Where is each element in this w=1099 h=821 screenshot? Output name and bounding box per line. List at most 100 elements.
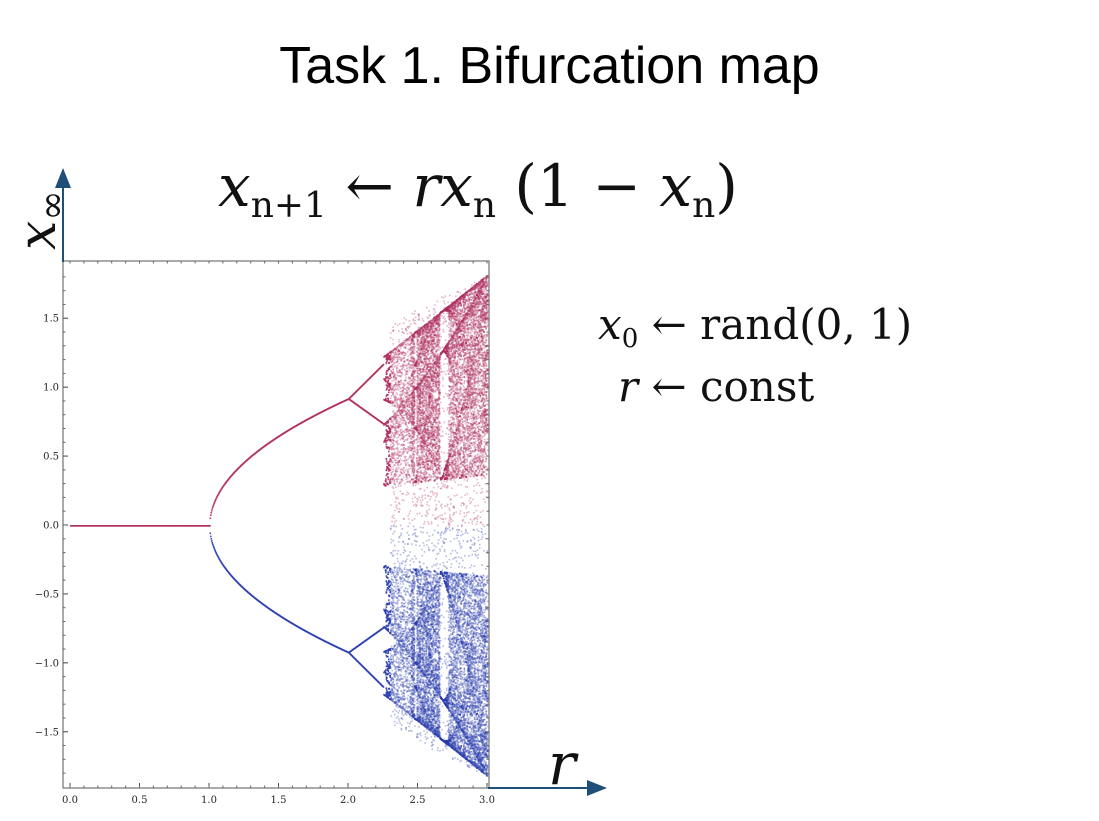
attractor-point xyxy=(402,570,404,572)
attractor-point xyxy=(399,481,401,483)
attractor-point xyxy=(388,692,390,694)
attractor-point xyxy=(414,439,416,441)
attractor-point xyxy=(390,469,392,471)
attractor-point xyxy=(389,589,391,591)
attractor-point xyxy=(385,569,387,571)
attractor-point xyxy=(392,663,394,665)
attractor-point xyxy=(394,616,396,618)
attractor-point xyxy=(397,388,399,390)
attractor-point xyxy=(391,670,393,672)
attractor-point xyxy=(388,571,390,573)
attractor-point xyxy=(389,383,391,385)
attractor-point xyxy=(397,603,399,605)
attractor-point xyxy=(414,635,416,637)
attractor-point xyxy=(405,342,407,344)
attractor-point xyxy=(414,618,416,620)
attractor-point xyxy=(393,592,395,594)
attractor-point xyxy=(412,458,414,460)
attractor-point xyxy=(388,652,390,654)
attractor-point xyxy=(414,610,416,612)
attractor-point xyxy=(407,462,409,464)
attractor-point xyxy=(398,436,400,438)
attractor-point xyxy=(413,376,415,378)
attractor-point xyxy=(401,429,403,431)
attractor-point xyxy=(210,536,212,538)
attractor-point xyxy=(393,403,395,405)
attractor-point xyxy=(413,709,415,711)
attractor-point xyxy=(407,392,409,394)
attractor-point xyxy=(400,388,402,390)
attractor-point xyxy=(400,624,402,626)
attractor-point xyxy=(388,659,390,661)
attractor-point xyxy=(414,383,416,385)
attractor-point xyxy=(400,483,402,485)
attractor-point xyxy=(414,656,416,658)
attractor-point xyxy=(396,412,398,414)
attractor-point xyxy=(400,671,402,673)
attractor-point xyxy=(400,704,402,706)
attractor-point xyxy=(409,344,411,346)
attractor-point xyxy=(388,673,390,675)
attractor-point xyxy=(387,370,389,372)
attractor-point xyxy=(399,421,401,423)
attractor-point xyxy=(397,440,399,442)
attractor-point xyxy=(398,607,400,609)
attractor-point xyxy=(394,484,396,486)
attractor-point xyxy=(411,623,413,625)
attractor-point xyxy=(386,360,388,362)
attractor-point xyxy=(399,666,401,668)
attractor-point xyxy=(393,389,395,391)
attractor-point xyxy=(397,356,399,358)
attractor-point xyxy=(409,586,411,588)
attractor-point xyxy=(394,571,396,573)
attractor-point xyxy=(396,576,398,578)
attractor-point xyxy=(211,538,213,540)
attractor-point xyxy=(397,692,399,694)
attractor-point xyxy=(414,394,416,396)
attractor-point xyxy=(388,359,390,361)
attractor-point xyxy=(392,421,394,423)
attractor-point xyxy=(388,436,390,438)
attractor-point xyxy=(398,443,400,445)
attractor-point xyxy=(386,589,388,591)
attractor-point xyxy=(400,702,402,704)
attractor-point xyxy=(397,457,399,459)
attractor-point xyxy=(396,617,398,619)
attractor-point xyxy=(388,588,390,590)
attractor-point xyxy=(408,458,410,460)
attractor-point xyxy=(404,357,406,359)
attractor-point xyxy=(396,474,398,476)
attractor-point xyxy=(388,631,390,633)
attractor-point xyxy=(396,569,398,571)
attractor-point xyxy=(399,461,401,463)
attractor-point xyxy=(407,478,409,480)
attractor-point xyxy=(407,572,409,574)
attractor-point xyxy=(405,380,407,382)
attractor-point xyxy=(404,610,406,612)
attractor-point xyxy=(211,512,213,514)
attractor-point xyxy=(389,448,391,450)
attractor-point xyxy=(210,514,212,516)
attractor-point xyxy=(388,392,390,394)
attractor-point xyxy=(387,473,389,475)
attractor-point xyxy=(413,596,415,598)
attractor-point xyxy=(400,568,402,570)
attractor-point xyxy=(407,612,409,614)
attractor-point xyxy=(413,631,415,633)
attractor-point xyxy=(404,414,406,416)
attractor-point xyxy=(210,533,212,535)
attractor-point xyxy=(409,635,411,637)
attractor-point xyxy=(391,395,393,397)
attractor-point xyxy=(400,426,402,428)
attractor-point xyxy=(407,588,409,590)
attractor-point xyxy=(414,707,416,709)
attractor-point xyxy=(413,647,415,649)
attractor-point xyxy=(391,419,393,421)
attractor-point xyxy=(391,441,393,443)
attractor-point xyxy=(399,590,401,592)
attractor-point xyxy=(392,630,394,632)
attractor-point xyxy=(407,710,409,712)
attractor-point xyxy=(389,570,391,572)
attractor-point xyxy=(393,458,395,460)
attractor-point xyxy=(412,614,414,616)
